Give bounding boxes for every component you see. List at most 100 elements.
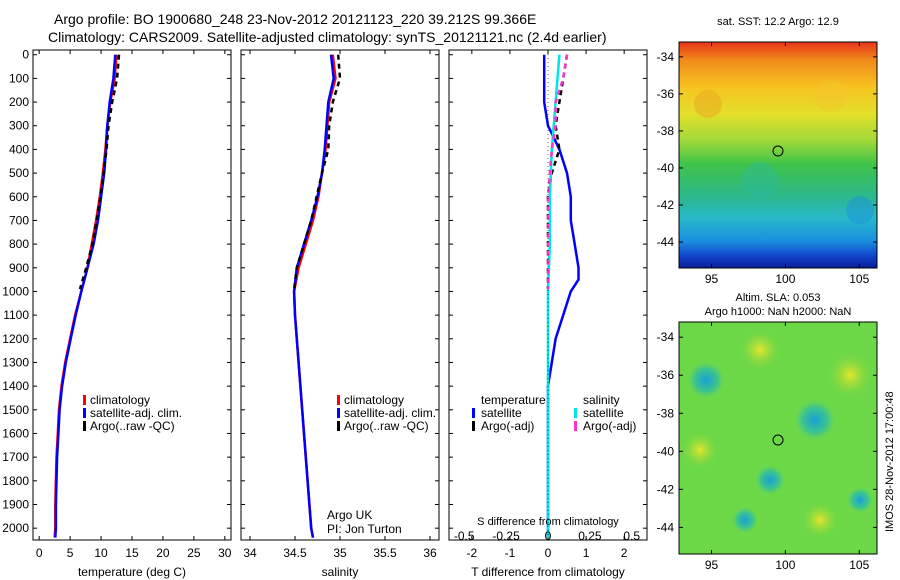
sst-blob — [846, 196, 874, 224]
temperature-xlabel: temperature (deg C) — [78, 565, 186, 579]
depth-tick-label: 600 — [9, 190, 29, 204]
legend-swatch-climatology — [83, 395, 86, 405]
x-tick-label: 34 — [243, 546, 257, 560]
legend-head-temperature: temperature — [481, 393, 546, 407]
salinity-panel-frame — [240, 49, 440, 541]
depth-tick-label: 900 — [9, 261, 29, 275]
series-line-temperature-satellite — [542, 54, 580, 538]
legend-swatch-argo — [83, 421, 86, 431]
lat-tick-label: -34 — [657, 330, 675, 344]
sla-blob — [802, 502, 838, 538]
lat-tick-label: -38 — [657, 406, 675, 420]
legend-swatch-t-argo — [472, 421, 475, 431]
x-tick-label: 34.5 — [283, 546, 307, 560]
series-line-satellite-adj-clim- — [292, 54, 335, 538]
legend-swatch-t-satellite — [472, 408, 475, 418]
legend-label-argo: Argo(..raw -QC) — [344, 419, 429, 433]
series-line-argo-raw-qc- — [78, 54, 121, 290]
argo-location-marker — [772, 145, 784, 157]
sla-blob — [754, 464, 786, 496]
sla-blob — [682, 432, 718, 468]
legend-swatch-satellite — [337, 408, 340, 418]
depth-tick-label: 1700 — [2, 450, 29, 464]
sla-blob — [731, 506, 759, 534]
sst-map-title: sat. SST: 12.2 Argo: 12.9 — [717, 16, 839, 28]
lat-tick-label: -42 — [657, 482, 675, 496]
difference-xlabel: T difference from climatology — [471, 565, 625, 579]
x-tick-label: 30 — [218, 546, 232, 560]
sla-map-title-1: Altim. SLA: 0.053 — [736, 292, 821, 304]
x-tick-label: 1 — [583, 546, 590, 560]
temperature-panel-frame — [32, 49, 232, 541]
legend-swatch-climatology — [337, 395, 340, 405]
top-tick-label: -0.25 — [492, 529, 520, 543]
depth-tick-label: 300 — [9, 119, 29, 133]
lon-tick-label: 95 — [705, 272, 719, 286]
difference-top-label: S difference from climatology — [477, 516, 619, 528]
legend-swatch-s-satellite — [574, 408, 577, 418]
x-tick-label: -2 — [467, 546, 478, 560]
lon-tick-label: 105 — [849, 272, 869, 286]
argo-location-marker — [772, 434, 784, 446]
depth-tick-label: 2000 — [2, 521, 29, 535]
lat-tick-label: -34 — [657, 50, 675, 64]
legend-label-t-argo: Argo(-adj) — [481, 419, 534, 433]
sla-blob — [740, 330, 780, 370]
depth-tick-label: 400 — [9, 142, 29, 156]
sst-blob — [814, 80, 846, 112]
depth-tick-label: 1500 — [2, 403, 29, 417]
sla-map — [679, 322, 877, 554]
x-tick-label: 20 — [156, 546, 170, 560]
x-tick-label: 2 — [621, 546, 628, 560]
sst-map — [679, 42, 877, 268]
depth-tick-label: 800 — [9, 237, 29, 251]
lon-tick-label: 105 — [849, 558, 869, 572]
legend-label-climatology: climatology — [344, 393, 404, 407]
depth-tick-label: 0 — [22, 48, 29, 62]
legend-swatch-argo — [337, 421, 340, 431]
lat-tick-label: -36 — [657, 368, 675, 382]
x-tick-label: 35.5 — [373, 546, 397, 560]
sst-blob — [694, 90, 722, 118]
x-tick-label: 0 — [545, 546, 552, 560]
lat-tick-label: -44 — [657, 235, 675, 249]
argo-uk-note: Argo UK — [327, 508, 372, 522]
sst-field — [679, 42, 877, 268]
legend-label-climatology: climatology — [90, 393, 150, 407]
top-tick-label: 0 — [545, 529, 552, 543]
depth-axis: 0 100 200 300 400 500 600 700 800 900 1000 1100 1200… — [2, 48, 647, 535]
sla-blob — [828, 353, 872, 397]
series-line-argo-raw-qc- — [292, 54, 342, 290]
legend-label-satellite: satellite-adj. clim. — [90, 406, 182, 420]
salinity-plot: 34 34.5 35 35.5 36 — [243, 50, 437, 560]
salinity-xlabel: salinity — [322, 565, 359, 579]
depth-tick-label: 1200 — [2, 332, 29, 346]
x-tick-label: 25 — [187, 546, 201, 560]
legend-swatch-satellite — [83, 408, 86, 418]
legend-label-argo: Argo(..raw -QC) — [90, 419, 175, 433]
legend-label-satellite: satellite-adj. clim. — [344, 406, 436, 420]
pi-note: PI: Jon Turton — [327, 522, 402, 536]
sla-blob — [846, 486, 874, 514]
header-line-2: Climatology: CARS2009. Satellite-adjuste… — [48, 29, 606, 45]
legend-label-s-satellite: satellite — [583, 406, 624, 420]
legend-head-salinity: salinity — [583, 393, 620, 407]
sla-blob — [793, 398, 837, 442]
depth-tick-label: 100 — [9, 71, 29, 85]
lat-tick-label: -44 — [657, 520, 675, 534]
depth-tick-label: 1800 — [2, 474, 29, 488]
x-tick-label: 5 — [67, 546, 74, 560]
depth-tick-label: 1100 — [3, 308, 29, 322]
depth-tick-label: 1600 — [2, 426, 29, 440]
top-tick-label: -0.5 — [454, 529, 475, 543]
legend-label-s-argo: Argo(-adj) — [583, 419, 636, 433]
series-line-salinity-argo-adj- — [546, 54, 569, 290]
sla-map-frame — [678, 321, 878, 555]
series-line-salinity-satellite — [546, 54, 561, 538]
lat-tick-label: -40 — [657, 444, 675, 458]
depth-tick-label: 700 — [9, 213, 29, 227]
x-tick-label: 10 — [94, 546, 108, 560]
temperature-legend: climatology satellite-adj. clim. Argo(..… — [83, 393, 182, 433]
x-tick-label: 36 — [423, 546, 437, 560]
